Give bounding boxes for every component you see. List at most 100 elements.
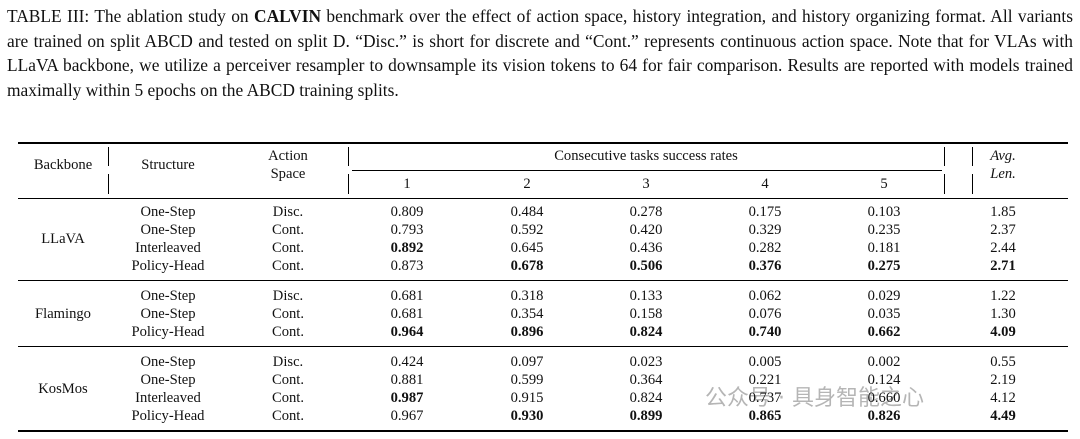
structure-cell: Interleaved [135, 240, 201, 256]
value-cell: 0.376 [748, 258, 782, 274]
divider [944, 147, 945, 166]
rule [352, 170, 942, 171]
value-cell: 0.436 [629, 240, 663, 256]
header-cell: Backbone [33, 157, 93, 173]
header-cell: 1 [403, 176, 411, 192]
value-cell: 0.809 [390, 204, 424, 220]
action-cell: Cont. [271, 372, 305, 388]
action-cell: Cont. [271, 324, 305, 340]
value-cell: 0.023 [629, 354, 663, 370]
rule [18, 430, 1068, 432]
avg-cell: 1.85 [990, 204, 1016, 220]
action-cell: Disc. [272, 288, 304, 304]
action-cell: Cont. [271, 390, 305, 406]
value-cell: 0.035 [867, 306, 901, 322]
action-cell: Disc. [272, 204, 304, 220]
caption: TABLE III: The ablation study on CALVIN … [7, 4, 1073, 102]
value-cell: 0.424 [390, 354, 424, 370]
value-cell: 0.678 [510, 258, 544, 274]
structure-cell: One-Step [140, 372, 196, 388]
value-cell: 0.873 [390, 258, 424, 274]
value-cell: 0.133 [629, 288, 663, 304]
rule [18, 280, 1068, 281]
avg-cell: 1.22 [990, 288, 1016, 304]
value-cell: 0.681 [390, 288, 424, 304]
rule [18, 346, 1068, 347]
structure-cell: One-Step [140, 288, 196, 304]
divider [944, 174, 945, 194]
header-cell: Avg. Len. [990, 148, 1016, 182]
value-cell: 0.964 [390, 324, 424, 340]
value-cell: 0.181 [867, 240, 901, 256]
value-cell: 0.506 [629, 258, 663, 274]
divider [972, 147, 973, 166]
value-cell: 0.881 [390, 372, 424, 388]
value-cell: 0.420 [629, 222, 663, 238]
divider [972, 174, 973, 194]
avg-cell: 4.09 [990, 324, 1016, 340]
value-cell: 0.175 [748, 204, 782, 220]
value-cell: 0.681 [390, 306, 424, 322]
value-cell: 0.737 [748, 390, 782, 406]
avg-cell: 4.12 [990, 390, 1016, 406]
header-cell: 2 [523, 176, 531, 192]
value-cell: 0.235 [867, 222, 901, 238]
value-cell: 0.221 [748, 372, 782, 388]
value-cell: 0.124 [867, 372, 901, 388]
value-cell: 0.824 [629, 324, 663, 340]
value-cell: 0.282 [748, 240, 782, 256]
caption-label: TABLE III: [7, 6, 90, 26]
header-cell: Action Space [268, 148, 308, 182]
value-cell: 0.005 [748, 354, 782, 370]
value-cell: 0.158 [629, 306, 663, 322]
structure-cell: Policy-Head [131, 408, 205, 424]
action-cell: Cont. [271, 240, 305, 256]
value-cell: 0.740 [748, 324, 782, 340]
avg-cell: 2.44 [990, 240, 1016, 256]
structure-cell: One-Step [140, 222, 196, 238]
value-cell: 0.915 [510, 390, 544, 406]
action-cell: Cont. [271, 306, 305, 322]
action-cell: Cont. [271, 408, 305, 424]
value-cell: 0.662 [867, 324, 901, 340]
value-cell: 0.930 [510, 408, 544, 424]
caption-text: The ablation study on [94, 6, 249, 26]
value-cell: 0.967 [390, 408, 424, 424]
value-cell: 0.103 [867, 204, 901, 220]
value-cell: 0.278 [629, 204, 663, 220]
value-cell: 0.824 [629, 390, 663, 406]
value-cell: 0.645 [510, 240, 544, 256]
value-cell: 0.896 [510, 324, 544, 340]
structure-cell: Policy-Head [131, 324, 205, 340]
structure-cell: One-Step [140, 306, 196, 322]
header-cell: 4 [761, 176, 769, 192]
action-cell: Cont. [271, 222, 305, 238]
action-cell: Cont. [271, 258, 305, 274]
value-cell: 0.318 [510, 288, 544, 304]
header-cell: 5 [880, 176, 888, 192]
value-cell: 0.364 [629, 372, 663, 388]
value-cell: 0.599 [510, 372, 544, 388]
avg-cell: 4.49 [990, 408, 1016, 424]
avg-cell: 2.71 [990, 258, 1016, 274]
value-cell: 0.592 [510, 222, 544, 238]
value-cell: 0.660 [867, 390, 901, 406]
backbone-cell: KosMos [38, 381, 88, 397]
value-cell: 0.354 [510, 306, 544, 322]
divider [348, 174, 349, 194]
value-cell: 0.865 [748, 408, 782, 424]
avg-cell: 2.19 [990, 372, 1016, 388]
structure-cell: Policy-Head [131, 258, 205, 274]
backbone-cell: LLaVA [41, 231, 85, 247]
value-cell: 0.484 [510, 204, 544, 220]
value-cell: 0.275 [867, 258, 901, 274]
backbone-cell: Flamingo [35, 306, 91, 322]
structure-cell: One-Step [140, 354, 196, 370]
header-cell: Structure [141, 157, 195, 173]
structure-cell: One-Step [140, 204, 196, 220]
action-cell: Disc. [272, 354, 304, 370]
value-cell: 0.329 [748, 222, 782, 238]
value-cell: 0.987 [390, 390, 424, 406]
value-cell: 0.899 [629, 408, 663, 424]
divider [108, 147, 109, 166]
